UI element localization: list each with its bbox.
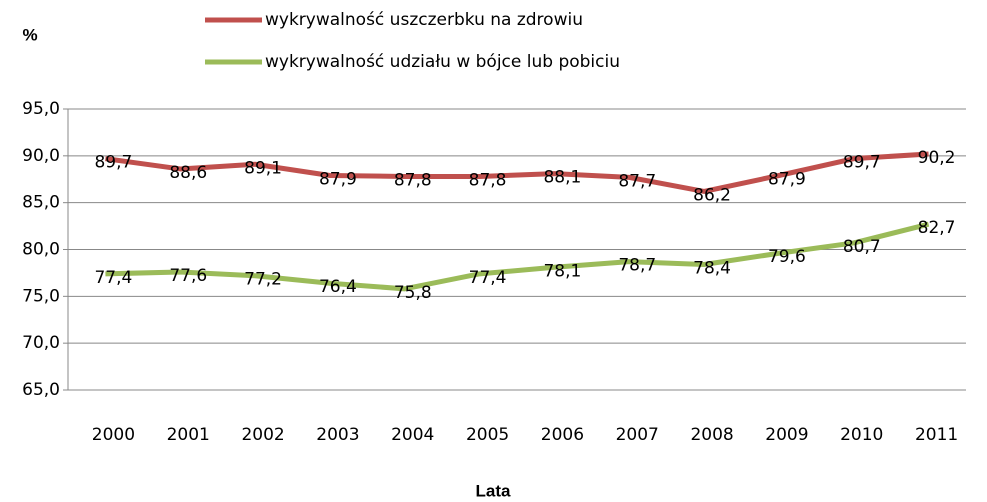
series-line bbox=[105, 221, 930, 292]
x-tick-label: 2008 bbox=[690, 425, 733, 445]
data-label: 89,1 bbox=[244, 158, 282, 178]
data-label: 77,6 bbox=[169, 266, 207, 286]
data-label: 78,1 bbox=[543, 261, 581, 281]
x-tick-label: 2010 bbox=[840, 425, 883, 445]
legend-label: wykrywalność udziału w bójce lub pobiciu bbox=[265, 52, 620, 72]
data-label: 78,7 bbox=[618, 256, 656, 276]
x-tick-label: 2003 bbox=[316, 425, 359, 445]
x-tick-label: 2007 bbox=[616, 425, 659, 445]
x-tick-label: 2005 bbox=[466, 425, 509, 445]
y-tick-label: 65,0 bbox=[22, 380, 60, 400]
y-tick-label: 70,0 bbox=[22, 333, 60, 353]
legend-label: wykrywalność uszczerbku na zdrowiu bbox=[265, 10, 583, 30]
x-tick-label: 2002 bbox=[241, 425, 284, 445]
data-label: 87,9 bbox=[319, 170, 357, 190]
x-tick-label: 2004 bbox=[391, 425, 434, 445]
data-label: 77,2 bbox=[244, 270, 282, 290]
data-label: 87,9 bbox=[768, 170, 806, 190]
data-label: 89,7 bbox=[843, 153, 881, 173]
y-tick-label: 95,0 bbox=[22, 99, 60, 119]
data-label: 87,8 bbox=[469, 170, 507, 190]
data-label: 82,7 bbox=[918, 218, 956, 238]
data-label: 87,8 bbox=[394, 170, 432, 190]
data-label: 79,6 bbox=[768, 247, 806, 267]
data-label: 77,4 bbox=[94, 268, 132, 288]
data-label: 90,2 bbox=[918, 148, 956, 168]
data-label: 76,4 bbox=[319, 277, 357, 297]
y-tick-label: 75,0 bbox=[22, 286, 60, 306]
data-label: 80,7 bbox=[843, 237, 881, 257]
x-tick-label: 2009 bbox=[765, 425, 808, 445]
y-tick-label: 85,0 bbox=[22, 193, 60, 213]
x-tick-label: 2000 bbox=[92, 425, 135, 445]
data-label: 87,7 bbox=[618, 171, 656, 191]
x-tick-label: 2011 bbox=[915, 425, 958, 445]
data-label: 88,1 bbox=[543, 168, 581, 188]
series-line bbox=[105, 151, 929, 194]
x-tick-label: 2001 bbox=[167, 425, 210, 445]
y-tick-label: 80,0 bbox=[22, 240, 60, 260]
data-label: 77,4 bbox=[469, 268, 507, 288]
x-tick-label: 2006 bbox=[541, 425, 584, 445]
data-label: 86,2 bbox=[693, 185, 731, 205]
y-tick-label: 90,0 bbox=[22, 146, 60, 166]
data-label: 89,7 bbox=[94, 153, 132, 173]
data-label: 75,8 bbox=[394, 283, 432, 303]
y-axis-title: % bbox=[22, 25, 37, 44]
x-axis-title: Lata bbox=[476, 481, 512, 500]
data-label: 78,4 bbox=[693, 258, 731, 278]
data-label: 88,6 bbox=[169, 163, 207, 183]
